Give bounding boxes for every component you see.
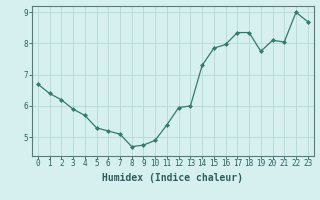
- X-axis label: Humidex (Indice chaleur): Humidex (Indice chaleur): [102, 173, 243, 183]
